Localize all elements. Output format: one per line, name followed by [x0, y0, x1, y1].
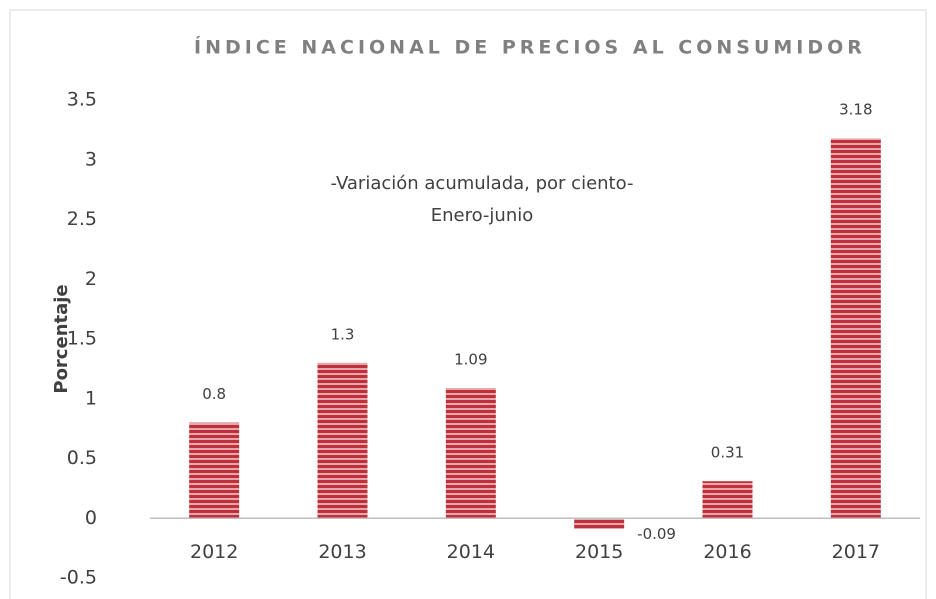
x-tick-label: 2014: [447, 541, 495, 563]
x-tick-label: 2012: [190, 541, 238, 563]
chart-subtitle: -Variación acumulada, por ciento-: [331, 173, 634, 194]
y-tick-label: 0: [85, 507, 97, 529]
y-tick-label: -0.5: [60, 567, 97, 589]
data-label: 1.3: [331, 325, 355, 343]
data-label: 0.8: [202, 385, 226, 403]
x-tick-label: 2015: [575, 541, 623, 563]
frame: [9, 9, 927, 599]
data-label: 3.18: [839, 101, 872, 119]
chart-title: ÍNDICE NACIONAL DE PRECIOS AL CONSUMIDOR: [194, 36, 866, 59]
data-label: 0.31: [711, 444, 744, 462]
y-tick-label: 2: [85, 268, 97, 290]
y-tick-label: 1.5: [67, 328, 97, 350]
x-tick-label: 2016: [703, 541, 751, 563]
x-tick-label: 2013: [318, 541, 366, 563]
bar: [702, 481, 753, 519]
y-tick-label: 3: [85, 148, 97, 170]
y-axis-label: Porcentaje: [51, 284, 72, 393]
bar: [189, 422, 240, 519]
bar: [317, 362, 368, 519]
bar: [830, 138, 881, 519]
x-tick-label: 2017: [832, 541, 880, 563]
y-tick-label: 1: [85, 387, 97, 409]
data-label: 1.09: [454, 350, 487, 368]
bar: [574, 518, 625, 530]
chart-subtitle: Enero-junio: [431, 205, 534, 226]
bar: [445, 387, 496, 519]
y-tick-label: 3.5: [67, 89, 97, 111]
data-label: -0.09: [637, 525, 676, 543]
y-tick-label: 0.5: [67, 447, 97, 469]
y-tick-label: 2.5: [67, 208, 97, 230]
